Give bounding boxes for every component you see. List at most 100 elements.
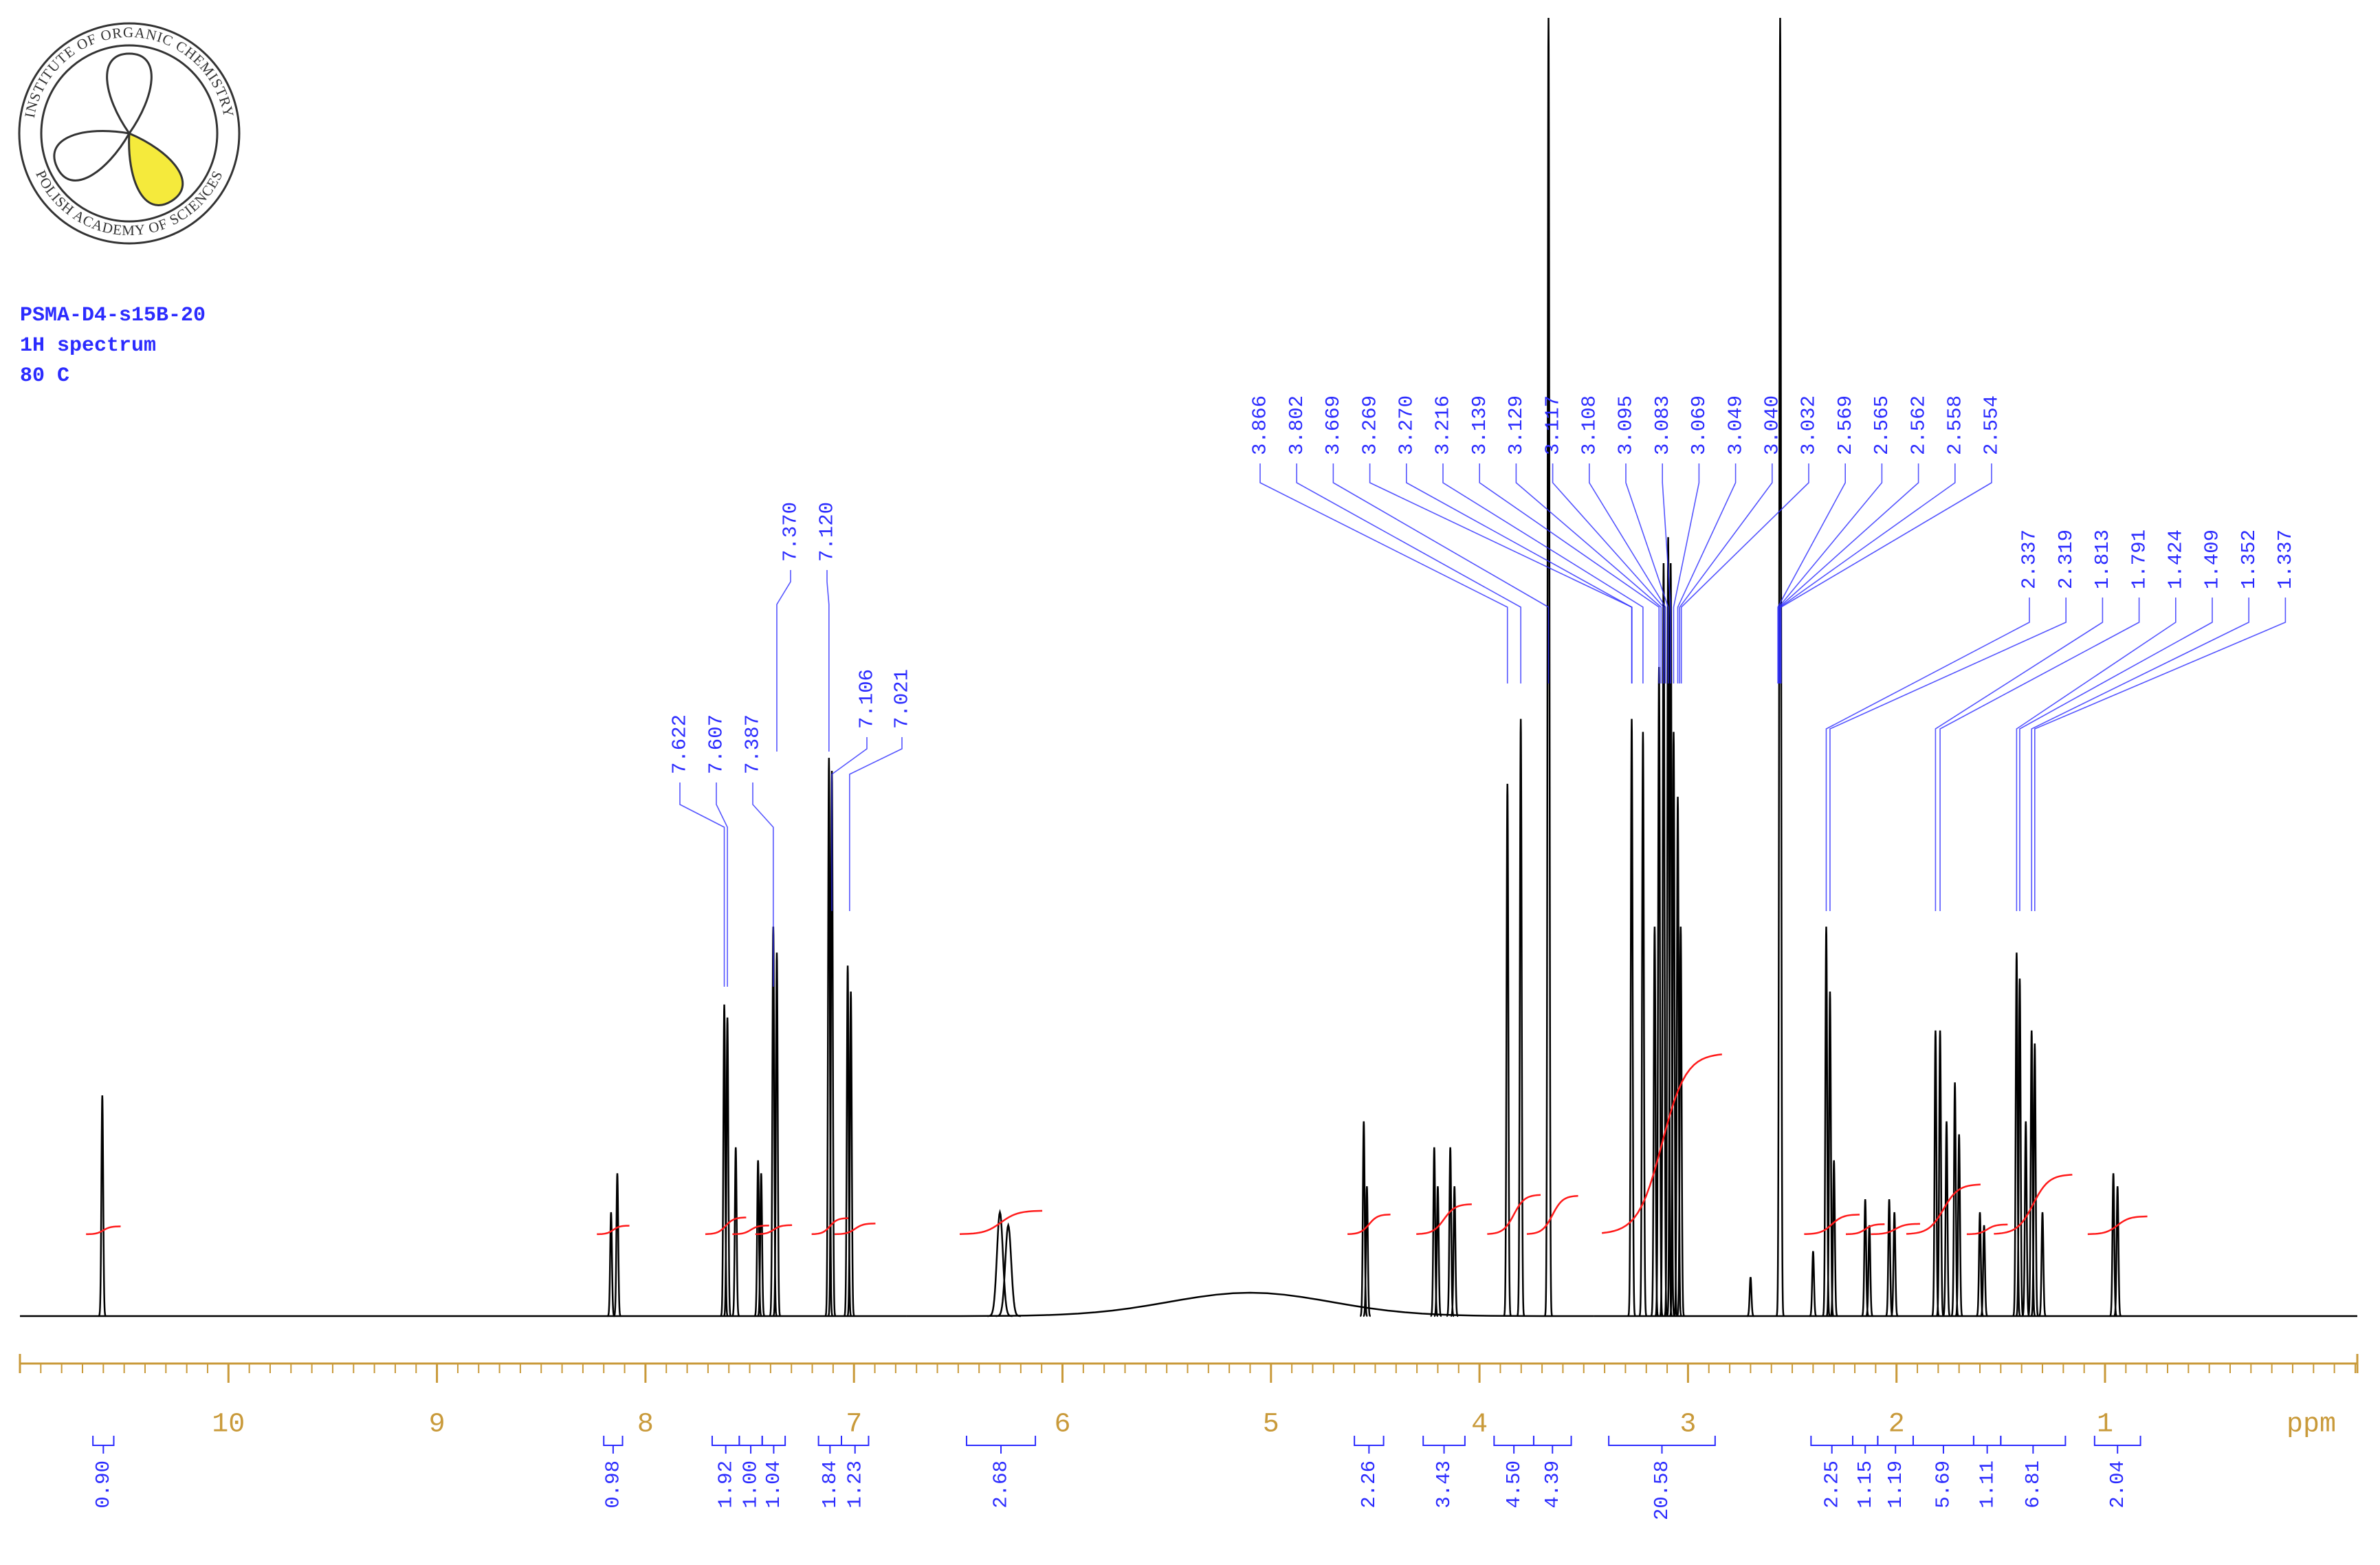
peak [1891,1212,1899,1317]
peak-label: 7.370 [780,502,802,562]
integral-label: 6.81 [2022,1460,2045,1509]
integral-label: 1.04 [762,1460,785,1509]
logo-lobe [53,129,131,182]
integral-curve [732,1225,769,1236]
integral-label: 1.92 [714,1460,737,1509]
integral-label: 0.98 [602,1460,625,1509]
peak-label: 3.069 [1688,395,1710,455]
peak-leader [826,570,830,752]
peak [1451,1186,1459,1317]
peak [906,1291,1594,1317]
peak-leader [831,737,868,911]
peak-leader [1778,463,1883,683]
integral-curve [1994,1174,2073,1235]
spectrum [20,17,2357,1317]
integral-bracket [1532,1436,1572,1454]
logo-lobe-yellow [128,131,184,206]
peak [1517,719,1525,1317]
peak-leader [1625,463,1669,683]
peak [1544,17,1553,1317]
integral-curve [1906,1183,1981,1235]
peak [844,965,852,1317]
peak [773,952,781,1317]
peak [1676,926,1685,1317]
peak-leader [1679,463,1773,683]
peak-label: 7.607 [705,714,728,774]
peak [1942,1121,1951,1317]
peak-leader [1442,463,1644,683]
peak [723,1017,731,1317]
x-axis-label: ppm [2287,1410,2336,1441]
x-tick-label: 3 [1679,1410,1696,1441]
peak-leader [2019,598,2213,911]
integral-bracket [2093,1436,2141,1454]
integral-bracket [1422,1436,1466,1454]
peak-label: 3.108 [1578,395,1600,455]
peak-leader [679,782,725,987]
integral-bracket [1608,1436,1716,1454]
peak-label: 3.117 [1541,395,1564,455]
integral-curve [811,1217,849,1236]
x-tick-label: 2 [1888,1410,1905,1441]
integral-bracket [965,1436,1037,1454]
peak-label: 3.270 [1395,395,1418,455]
peak-leader [1515,463,1662,683]
peak-leader [1673,463,1700,683]
title-line: 1H spectrum [20,334,156,358]
peak-label: 2.554 [1981,395,2003,455]
peak-label: 2.319 [2055,529,2078,589]
peak-leader [1296,463,1521,683]
integral-bracket [1493,1436,1534,1454]
title-line: 80 C [20,364,69,388]
peak [98,1095,107,1317]
peak-leader [1677,463,1737,683]
integral-bracket [2000,1436,2067,1454]
peak [607,1212,615,1317]
logo-lobe [106,52,153,135]
peak-leader [1680,463,1809,683]
peak-label: 3.139 [1468,395,1491,455]
peak [1433,1186,1442,1317]
peak-leader [1259,463,1508,683]
integral-curve [1845,1223,1885,1236]
integral-label: 3.43 [1433,1460,1455,1509]
integral-bracket [761,1436,786,1454]
peak-label: 7.106 [856,669,879,729]
peak [757,1173,765,1317]
peak [2012,952,2021,1317]
peak-label: 1.337 [2274,529,2297,589]
peak-leader [1777,463,1846,683]
peak [995,1222,1021,1317]
peak [1830,1160,1838,1317]
peak [1809,1251,1817,1317]
peak-label: 3.049 [1724,395,1747,455]
peak [1360,1121,1368,1317]
integral-label: 1.84 [819,1460,841,1509]
integral-curve [1526,1194,1578,1235]
peak-label: 2.565 [1871,395,1893,455]
integral-label: 1.00 [740,1460,762,1509]
x-tick-label: 10 [212,1410,245,1441]
peak-label: 3.040 [1761,395,1783,455]
integral-bracket [817,1436,842,1454]
x-tick-label: 9 [429,1410,445,1441]
peak [1980,1225,1988,1317]
peak [754,1160,762,1317]
peak-leader [1829,598,2067,911]
integral-curve [2087,1215,2148,1236]
integral-bracket [1912,1436,1974,1454]
peak [1503,783,1512,1317]
peak [1955,1134,1963,1317]
peak-leader [1332,463,1550,683]
peak-label: 2.569 [1834,395,1857,455]
peak-label: 3.095 [1615,395,1638,455]
integral-label: 5.69 [1932,1460,1955,1509]
peak-leader [849,737,903,911]
x-tick-label: 7 [846,1410,862,1441]
peak-leader [2031,598,2249,911]
peak-leader [1589,463,1666,683]
peak [827,771,837,1317]
logo: INSTITUTE OF ORGANIC CHEMISTRY POLISH AC… [18,22,241,245]
integral-curve [834,1223,876,1236]
